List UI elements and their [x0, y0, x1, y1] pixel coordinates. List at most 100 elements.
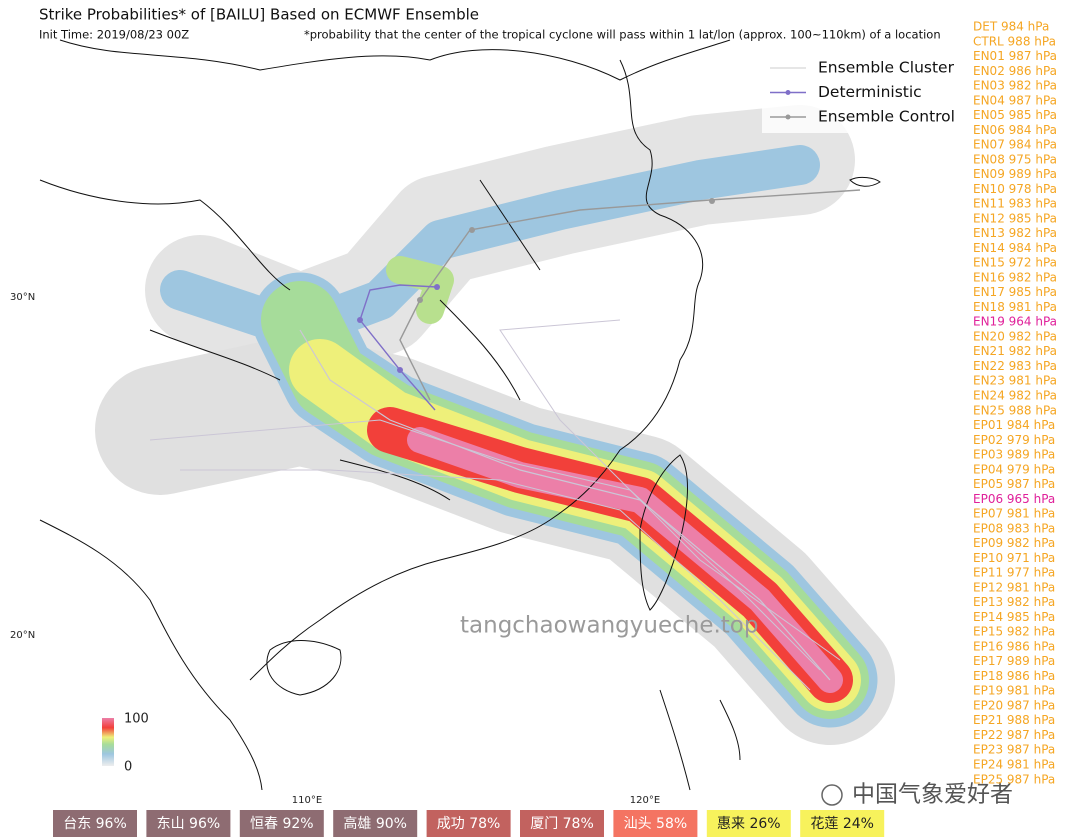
colorbar-max: 100 [124, 712, 149, 727]
member-pressure: EP18 986 hPa [973, 669, 1055, 683]
lat-label: 20°N [10, 630, 35, 641]
member-pressure: EP02 979 hPa [973, 433, 1055, 447]
legend-label: Ensemble Cluster [818, 59, 955, 77]
legend-label: Deterministic [818, 83, 922, 101]
member-pressure: EP03 989 hPa [973, 448, 1055, 462]
station-label: 台东 96% [63, 816, 127, 832]
station-label: 成功 78% [437, 816, 501, 832]
station-box [146, 810, 231, 837]
station-label: 汕头 58% [624, 816, 688, 832]
lat-label: 30°N [10, 292, 35, 303]
member-pressure: EN21 982 hPa [973, 344, 1057, 358]
watermark-site: tangchaowangyueche.top [460, 613, 758, 639]
station-label: 厦门 78% [530, 816, 594, 832]
member-pressure: EN13 982 hPa [973, 226, 1057, 240]
member-pressure: EN18 981 hPa [973, 300, 1057, 314]
member-pressure: EN23 981 hPa [973, 374, 1057, 388]
member-pressure: CTRL 988 hPa [973, 34, 1056, 48]
station-box [239, 810, 324, 837]
member-pressure: EN10 978 hPa [973, 182, 1057, 196]
member-pressure: EP14 985 hPa [973, 610, 1055, 624]
member-pressure: EP12 981 hPa [973, 580, 1055, 594]
member-pressure: EN14 984 hPa [973, 241, 1057, 255]
station-label: 东山 96% [157, 816, 221, 832]
lon-label: 120°E [630, 795, 660, 806]
member-pressure: EN07 984 hPa [973, 138, 1057, 152]
member-pressure: EN25 988 hPa [973, 403, 1057, 417]
member-pressure: EP20 987 hPa [973, 698, 1055, 712]
station-box [800, 810, 885, 837]
member-pressure: EP06 965 hPa [973, 492, 1055, 506]
ensemble-tracks [149, 189, 861, 691]
member-pressure: EN17 985 hPa [973, 285, 1057, 299]
member-pressure: EN01 987 hPa [973, 49, 1057, 63]
station-box [426, 810, 511, 837]
member-pressure: EN03 982 hPa [973, 79, 1057, 93]
station-box [706, 810, 791, 837]
member-pressure: EP23 987 hPa [973, 743, 1055, 757]
station-box [520, 810, 604, 837]
member-pressure: EP19 981 hPa [973, 684, 1055, 698]
colorbar [102, 718, 114, 766]
member-pressure: EN24 982 hPa [973, 389, 1057, 403]
station-box [333, 810, 418, 837]
member-pressure: EP16 986 hPa [973, 639, 1055, 653]
legend-marker [785, 114, 791, 120]
legend-marker [785, 90, 791, 95]
member-pressure: EP13 982 hPa [973, 595, 1055, 609]
member-pressure: DET 984 hPa [973, 20, 1049, 34]
control-point [417, 297, 423, 303]
station-box [613, 810, 698, 837]
member-pressure: EP01 984 hPa [973, 418, 1055, 432]
init-time: Init Time: 2019/08/23 00Z [39, 28, 189, 42]
wechat-icon [821, 784, 843, 806]
station-label: 花莲 24% [810, 816, 874, 832]
member-pressure: EP11 977 hPa [973, 566, 1055, 580]
legend-label: Ensemble Control [818, 108, 955, 126]
control-point [709, 198, 715, 204]
deterministic-point [434, 284, 440, 290]
member-pressure: EP05 987 hPa [973, 477, 1055, 491]
member-pressure: EN09 989 hPa [973, 167, 1057, 181]
colorbar-min: 0 [124, 760, 132, 775]
member-pressure: EP10 971 hPa [973, 551, 1055, 565]
member-pressure: EP17 989 hPa [973, 654, 1055, 668]
footnote: *probability that the center of the trop… [304, 28, 941, 42]
station-box [53, 810, 137, 837]
member-pressure: EN06 984 hPa [973, 123, 1057, 137]
lon-label: 110°E [292, 795, 322, 806]
member-pressure: EN11 983 hPa [973, 197, 1057, 211]
member-pressure: EN20 982 hPa [973, 329, 1057, 343]
member-pressure: EN16 982 hPa [973, 270, 1057, 284]
member-pressure: EN04 987 hPa [973, 93, 1057, 107]
member-pressure: EP21 988 hPa [973, 713, 1055, 727]
member-pressure: EN22 983 hPa [973, 359, 1057, 373]
member-pressure: EN02 986 hPa [973, 64, 1057, 78]
legend: Ensemble Cluster Deterministic Ensemble Co… [762, 55, 955, 133]
member-pressure: EP25 987 hPa [973, 772, 1055, 786]
member-pressure: EP22 987 hPa [973, 728, 1055, 742]
title: Strike Probabilities* of [BAILU] Based o… [39, 6, 479, 24]
station-label: 高雄 90% [343, 815, 407, 832]
member-pressure: EP08 983 hPa [973, 521, 1055, 535]
member-pressure: EP07 981 hPa [973, 507, 1055, 521]
station-label: 惠来 26% [717, 816, 781, 832]
member-pressure: EP24 981 hPa [973, 758, 1055, 772]
watermark-account: 中国气象爱好者 [852, 782, 1013, 808]
member-pressure: EP04 979 hPa [973, 462, 1055, 476]
station-list: 台东 96% 东山 96% 恒春 92% 高雄 90% 成功 78% 厦门 78% 汕头 5… [53, 810, 885, 837]
member-pressure: EN05 985 hPa [973, 108, 1057, 122]
member-pressure: EP15 982 hPa [973, 625, 1055, 639]
station-label: 恒春 92% [250, 816, 314, 832]
member-pressure: EN19 964 hPa [973, 315, 1057, 329]
member-pressure: EP09 982 hPa [973, 536, 1055, 550]
deterministic-point [397, 367, 403, 373]
member-pressure: EN12 985 hPa [973, 211, 1057, 225]
coastlines [39, 39, 881, 791]
control-point [469, 227, 475, 233]
member-pressure: EN15 972 hPa [973, 256, 1057, 270]
member-pressure: EN08 975 hPa [973, 152, 1057, 166]
deterministic-point [357, 317, 363, 323]
